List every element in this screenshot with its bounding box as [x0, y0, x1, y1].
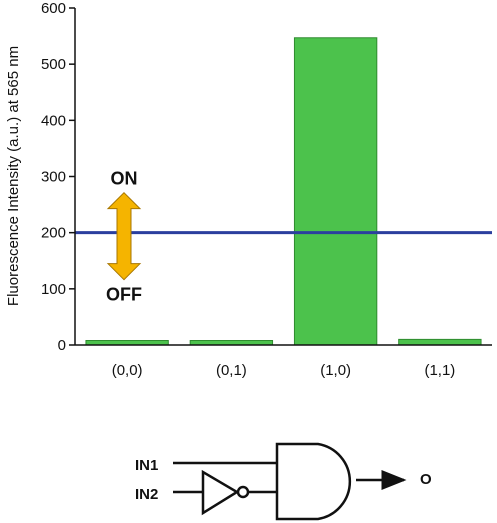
not-gate-bubble-icon: [236, 485, 250, 499]
off-label: OFF: [106, 285, 142, 305]
gate-output-label: O: [420, 471, 432, 488]
logic-gate-diagram: IN1 IN2 O: [135, 442, 432, 521]
y-tick-label: 0: [58, 337, 66, 354]
y-axis-label: Fluorescence Intensity (a.u.) at 565 nm: [5, 46, 22, 306]
x-tick-label: (0,1): [216, 362, 247, 379]
x-tick-label: (1,0): [320, 362, 351, 379]
not-gate-icon: [201, 469, 240, 516]
x-tick-label: (1,1): [424, 362, 455, 379]
y-tick-label: 300: [41, 169, 66, 186]
bar-(1,0): [293, 37, 378, 346]
y-ticks: 0 100 200 300 400 500 600: [41, 0, 75, 354]
gate-input-1-label: IN1: [135, 457, 158, 474]
x-tick-label: (0,0): [112, 362, 143, 379]
x-ticks: (0,0) (0,1) (1,0) (1,1): [112, 362, 456, 379]
on-off-double-arrow-icon: [106, 191, 142, 281]
y-tick-label: 600: [41, 0, 66, 17]
y-tick-label: 200: [41, 225, 66, 242]
y-tick-label: 500: [41, 56, 66, 73]
y-tick-label: 100: [41, 281, 66, 298]
and-gate-icon: [275, 442, 352, 521]
bar-(1,1): [398, 338, 482, 346]
bars: [85, 37, 482, 346]
y-tick-label: 400: [41, 112, 66, 129]
on-label: ON: [111, 169, 138, 189]
gate-input-2-label: IN2: [135, 486, 158, 503]
